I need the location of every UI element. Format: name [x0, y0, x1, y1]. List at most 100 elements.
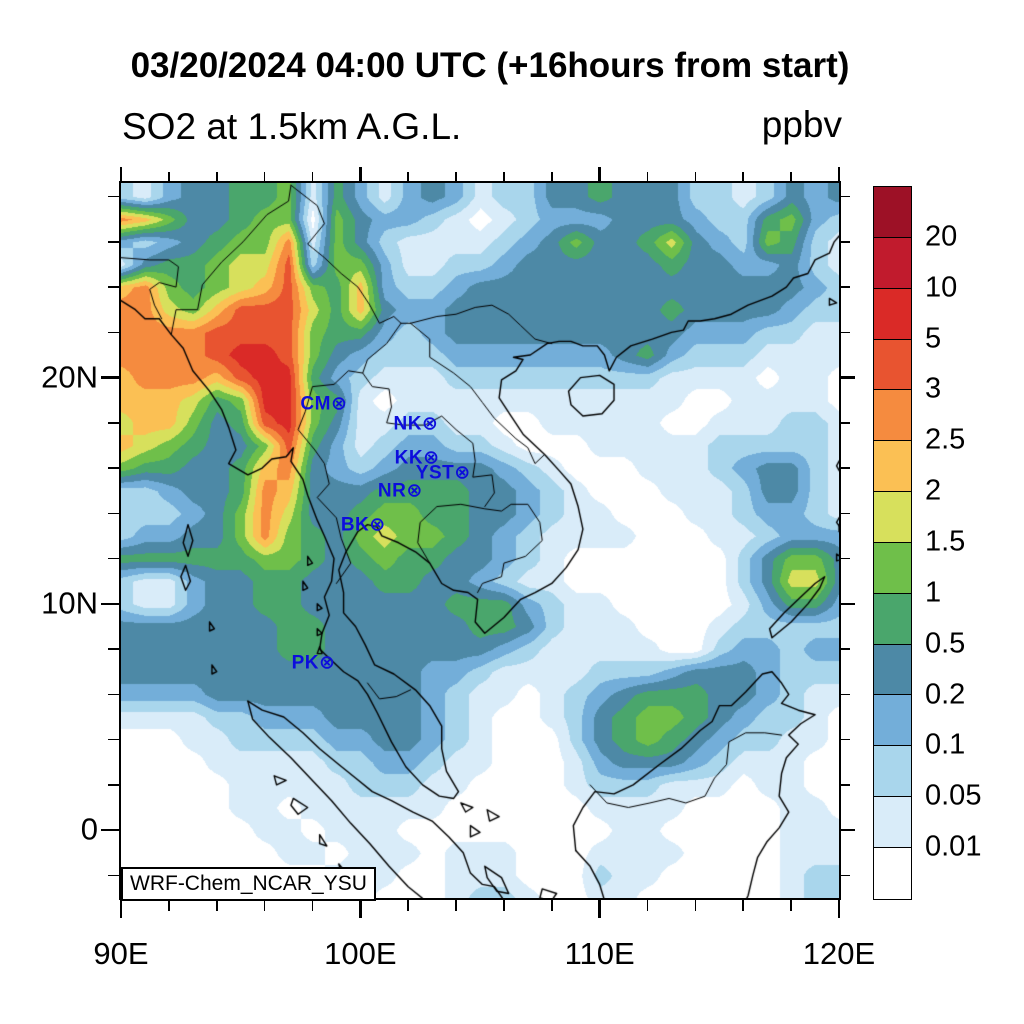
colorbar-tick-label: 1.5 — [925, 525, 966, 558]
y-tick-left — [108, 784, 121, 786]
y-tick-right — [839, 195, 850, 198]
y-tick-left — [108, 874, 121, 877]
colorbar-tick-label: 1 — [925, 576, 942, 609]
x-tick-top — [694, 172, 697, 183]
y-tick-left — [101, 602, 121, 606]
colorbar-tick-label: 3 — [925, 372, 942, 405]
x-tick-bottom — [168, 898, 170, 911]
x-tick-top — [742, 172, 745, 183]
colorbar-segment — [874, 593, 911, 645]
colorbar-tick-label: 0.1 — [925, 728, 966, 761]
y-tick-right — [839, 512, 850, 515]
x-tick-bottom — [407, 898, 409, 911]
y-tick-right — [839, 422, 850, 424]
y-axis-label: 20N — [41, 358, 98, 394]
colorbar-segment — [874, 441, 911, 493]
colorbar-tick-label: 2 — [925, 474, 942, 507]
y-tick-right — [839, 331, 850, 334]
y-tick-right — [839, 693, 850, 696]
colorbar-segment — [874, 187, 911, 238]
colorbar-segment — [874, 339, 911, 391]
colorbar-segment — [874, 237, 911, 289]
colorbar-tick-label: 5 — [925, 322, 942, 355]
x-tick-bottom — [837, 898, 841, 918]
y-tick-right — [839, 557, 850, 560]
y-tick-right — [839, 784, 850, 786]
colorbar-tick-label: 0.05 — [925, 779, 982, 812]
model-config-label: WRF-Chem_NCAR_YSU — [121, 867, 376, 901]
x-tick-bottom — [311, 898, 314, 911]
colorbar-segment — [874, 644, 911, 696]
x-tick-bottom — [455, 898, 457, 911]
so2-contour-map — [121, 183, 839, 898]
colorbar-segment — [874, 288, 911, 340]
x-tick-top — [598, 167, 601, 183]
x-tick-top — [503, 172, 505, 183]
x-tick-top — [551, 172, 553, 183]
x-axis-label: 90E — [93, 936, 149, 971]
colorbar-segment — [874, 746, 911, 798]
x-tick-top — [168, 172, 170, 183]
x-tick-bottom — [503, 898, 505, 911]
x-tick-top — [646, 172, 649, 183]
y-tick-left — [108, 693, 121, 696]
x-tick-top — [407, 172, 409, 183]
x-tick-top — [263, 172, 266, 183]
y-axis-label: 10N — [41, 585, 98, 621]
x-axis-label: 120E — [802, 936, 876, 971]
x-tick-bottom — [551, 898, 553, 911]
plot-timestamp-title: 03/20/2024 04:00 UTC (+16hours from star… — [130, 46, 850, 85]
units-label: ppbv — [761, 104, 842, 145]
y-tick-right — [839, 738, 850, 741]
colorbar-segment — [874, 695, 911, 747]
y-tick-left — [108, 738, 121, 741]
y-tick-left — [101, 828, 121, 832]
colorbar — [873, 186, 912, 900]
x-tick-bottom — [119, 898, 123, 918]
x-tick-bottom — [694, 898, 697, 911]
x-tick-top — [359, 167, 362, 183]
y-tick-left — [108, 557, 121, 560]
x-tick-top — [837, 167, 841, 183]
y-tick-left — [108, 512, 121, 515]
x-tick-top — [455, 172, 457, 183]
colorbar-segment — [874, 492, 911, 543]
y-tick-right — [839, 602, 855, 606]
y-tick-left — [108, 241, 121, 243]
y-tick-right — [839, 467, 850, 469]
variable-title: SO2 at 1.5km A.G.L. — [122, 106, 462, 147]
x-tick-bottom — [790, 898, 792, 911]
colorbar-segment — [874, 390, 911, 442]
x-tick-top — [311, 172, 314, 183]
x-tick-top — [790, 172, 792, 183]
colorbar-tick-label: 10 — [925, 271, 958, 304]
y-tick-left — [108, 648, 121, 650]
y-tick-right — [839, 828, 855, 832]
colorbar-tick-label: 20 — [925, 220, 958, 253]
y-tick-left — [108, 286, 121, 288]
x-tick-bottom — [263, 898, 266, 911]
y-tick-right — [839, 376, 855, 379]
x-axis-label: 110E — [564, 936, 635, 971]
colorbar-segment — [874, 847, 911, 899]
x-tick-bottom — [742, 898, 745, 911]
y-tick-right — [839, 286, 850, 288]
colorbar-segment — [874, 797, 911, 848]
x-tick-bottom — [646, 898, 649, 911]
y-tick-left — [108, 467, 121, 469]
x-axis-label: 100E — [324, 936, 397, 971]
y-tick-left — [108, 422, 121, 424]
y-tick-right — [839, 241, 850, 243]
y-tick-right — [839, 648, 850, 650]
x-tick-top — [119, 167, 123, 183]
y-tick-left — [101, 376, 121, 379]
colorbar-tick-label: 0.2 — [925, 678, 966, 711]
x-tick-bottom — [359, 898, 362, 918]
colorbar-tick-label: 0.01 — [925, 830, 982, 863]
y-axis-label: 0 — [80, 811, 98, 847]
y-tick-left — [108, 195, 121, 198]
x-tick-top — [215, 172, 218, 183]
x-tick-bottom — [215, 898, 218, 911]
x-tick-bottom — [598, 898, 601, 918]
colorbar-tick-label: 0.5 — [925, 627, 966, 660]
